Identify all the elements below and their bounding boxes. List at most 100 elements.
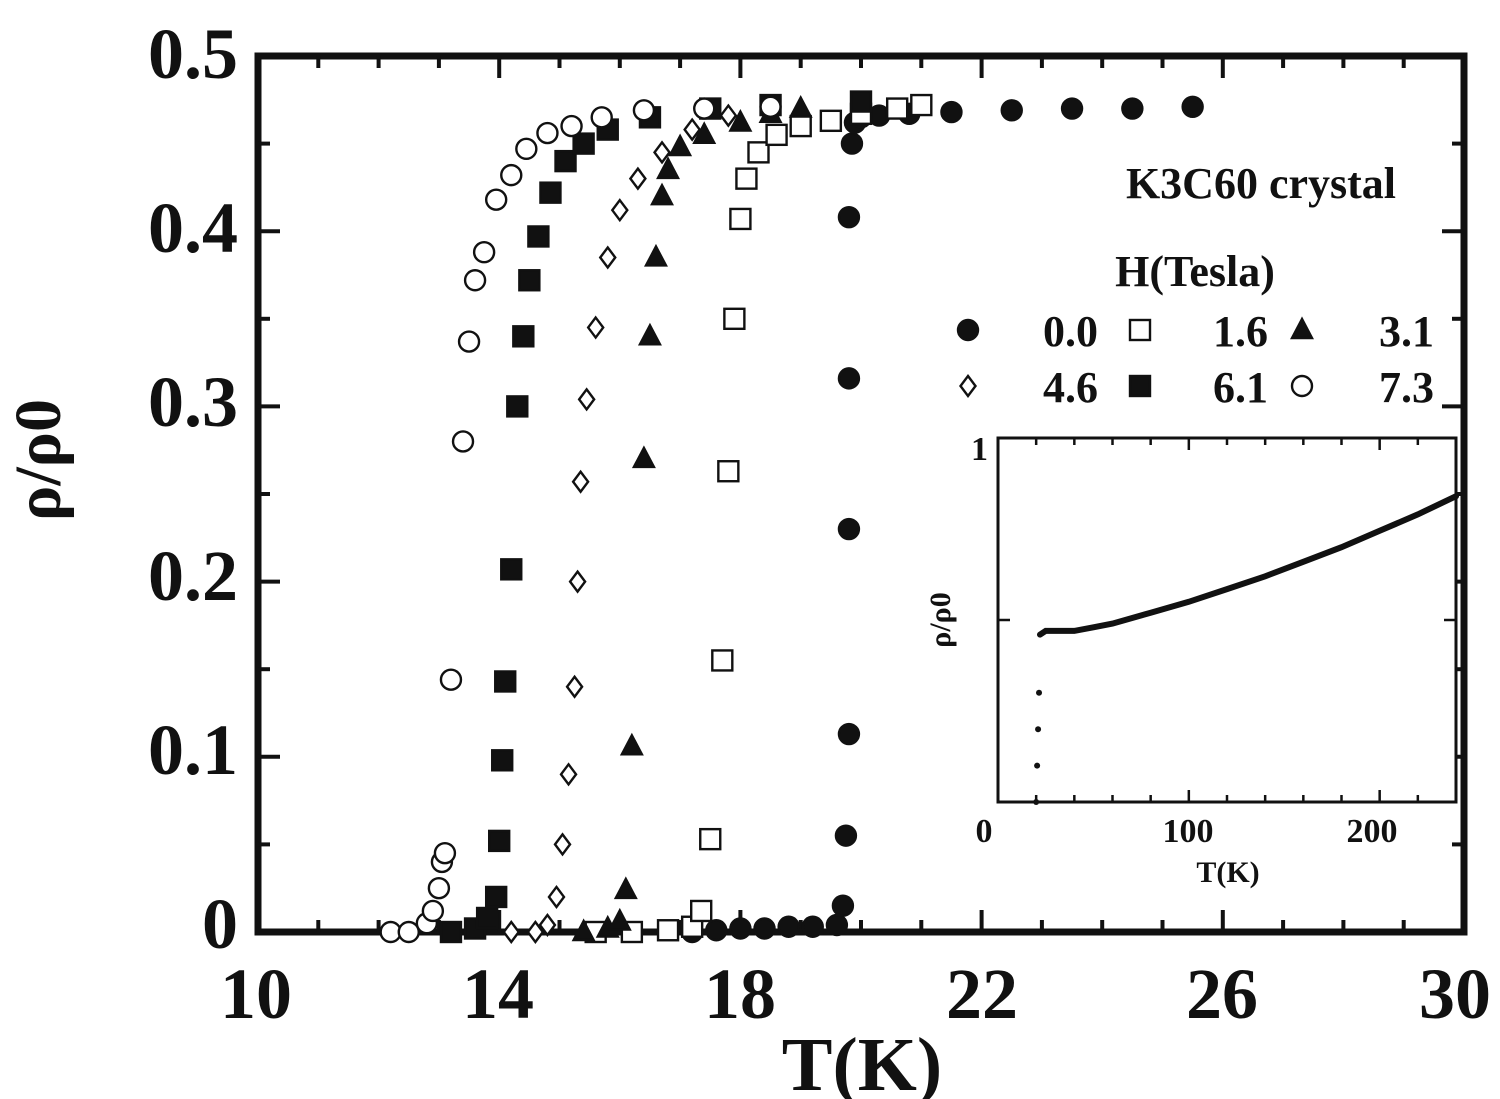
data-point (849, 90, 873, 113)
data-point (472, 241, 496, 264)
legend-label: 6.1 (1213, 363, 1268, 412)
legend-marker (959, 374, 977, 398)
x-tick-label: 22 (946, 954, 1018, 1034)
data-point (940, 100, 963, 124)
data-point (719, 103, 738, 128)
legend-marker (1128, 318, 1152, 342)
data-point (500, 163, 523, 187)
data-point (553, 832, 572, 857)
data-point (527, 225, 550, 248)
data-point (747, 141, 770, 164)
data-point (728, 108, 753, 132)
data-point (457, 330, 481, 353)
data-point (554, 149, 577, 173)
inset-x-tick-label: 200 (1347, 813, 1398, 850)
data-point (439, 920, 463, 944)
data-point (559, 762, 578, 787)
data-point (571, 469, 590, 494)
y-tick-label: 0 (202, 884, 238, 964)
chart-title: K3C60 crystal (1126, 159, 1396, 208)
data-point (729, 917, 752, 940)
data-point (650, 182, 674, 206)
y-axis-title: ρ/ρ0 (2, 399, 75, 521)
inset-data-point (1033, 799, 1040, 805)
inset-series (1033, 493, 1459, 805)
main-series (379, 90, 1204, 944)
data-point (512, 325, 535, 348)
data-point (577, 387, 596, 412)
data-point (840, 132, 864, 155)
inset-y-tick-label: 1 (971, 431, 988, 468)
legend-marker (1290, 316, 1314, 340)
series-7.3 (379, 95, 782, 944)
data-point (500, 558, 523, 581)
data-point (539, 181, 562, 204)
legend-label: 4.6 (1043, 363, 1098, 412)
data-point (765, 123, 788, 147)
data-point (427, 877, 451, 900)
data-point (656, 156, 681, 180)
data-point (502, 920, 521, 944)
x-tick-label: 10 (220, 954, 292, 1034)
legend-marker (1290, 374, 1314, 398)
inset-y-axis-title: ρ/ρ0 (924, 592, 957, 647)
data-point (801, 915, 824, 938)
data-point (910, 93, 933, 117)
data-point (692, 121, 717, 145)
inset-data-point (1036, 689, 1043, 696)
data-point (421, 899, 445, 923)
series-1.6 (584, 93, 933, 944)
data-point (488, 829, 511, 853)
inset-data-point (1034, 762, 1041, 769)
data-point (723, 307, 746, 330)
data-point (598, 245, 617, 270)
data-point (526, 920, 545, 944)
data-point (831, 894, 855, 917)
inset-frame (996, 436, 1458, 804)
y-tick-label: 0.3 (148, 362, 238, 442)
data-point (565, 674, 584, 699)
data-point (729, 207, 752, 231)
data-point (632, 99, 656, 122)
data-point (518, 269, 541, 292)
data-point (547, 884, 566, 909)
data-point (837, 517, 861, 541)
data-point (683, 117, 702, 142)
data-point (759, 95, 782, 119)
inset-data-point (1035, 726, 1042, 733)
series-0.0 (680, 95, 1204, 944)
data-point (837, 367, 861, 390)
data-point (568, 569, 587, 594)
data-point (656, 919, 680, 942)
data-point (494, 670, 517, 693)
series-6.1 (439, 90, 873, 944)
inset-x-tick-label: 0 (976, 813, 993, 850)
data-point (789, 114, 812, 138)
data-point (613, 876, 638, 900)
inset-curve (1037, 493, 1459, 638)
data-point (637, 322, 662, 346)
data-point (586, 315, 605, 340)
data-point (631, 445, 656, 469)
data-point (484, 885, 508, 909)
legend: 0.0 1.6 3.1 4.6 6.1 7.3 (956, 307, 1434, 412)
data-point (628, 166, 647, 191)
data-point (717, 460, 740, 483)
data-point (819, 109, 843, 133)
data-point (1181, 95, 1204, 119)
data-point (397, 920, 420, 944)
data-point (484, 188, 508, 211)
data-point (1121, 97, 1144, 120)
data-point (788, 94, 813, 118)
data-point (753, 917, 776, 940)
data-point (515, 137, 538, 161)
data-point (451, 430, 475, 453)
legend-label: 3.1 (1379, 307, 1434, 356)
inset-x-axis-title: T(K) (1196, 856, 1259, 889)
inset-x-tick-label: 100 (1163, 813, 1214, 850)
data-point (572, 132, 595, 155)
x-axis-title: T(K) (782, 1023, 942, 1099)
y-tick-label: 0.1 (148, 710, 238, 790)
data-point (777, 915, 800, 938)
